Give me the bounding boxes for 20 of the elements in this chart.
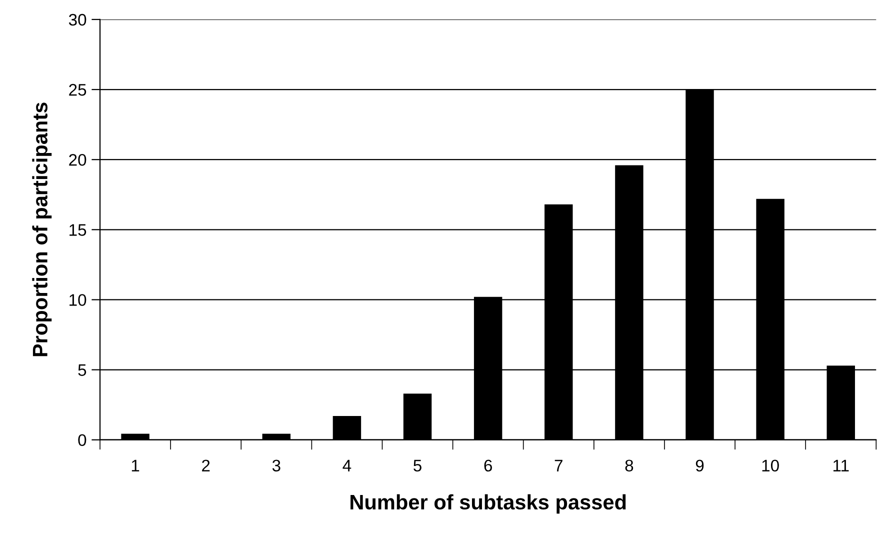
x-tick-label: 5	[414, 460, 422, 472]
x-tick-label: 4	[342, 460, 352, 472]
y-tick-label: 30	[68, 14, 86, 26]
x-tick-label: 8	[625, 460, 634, 472]
x-tick-label: 9	[696, 460, 704, 472]
y-axis-title: Proportion of participants	[32, 102, 52, 356]
x-axis-title: Number of subtasks passed	[350, 494, 626, 514]
x-tick-label: 10	[762, 460, 779, 472]
x-tick-label: 7	[554, 460, 562, 472]
y-tick-label: 5	[78, 364, 86, 376]
x-tick-label: 1	[132, 460, 140, 472]
y-tick-label: 20	[69, 154, 86, 166]
x-tick-label: 6	[484, 460, 492, 472]
y-tick-label: 10	[70, 294, 86, 306]
x-tick-label: 3	[272, 460, 280, 472]
y-tick-label: 0	[78, 434, 86, 446]
y-tick-label: 15	[70, 224, 86, 236]
y-tick-label: 25	[69, 84, 86, 96]
x-tick-label: 2	[202, 460, 210, 472]
x-tick-label: 11	[833, 460, 849, 472]
